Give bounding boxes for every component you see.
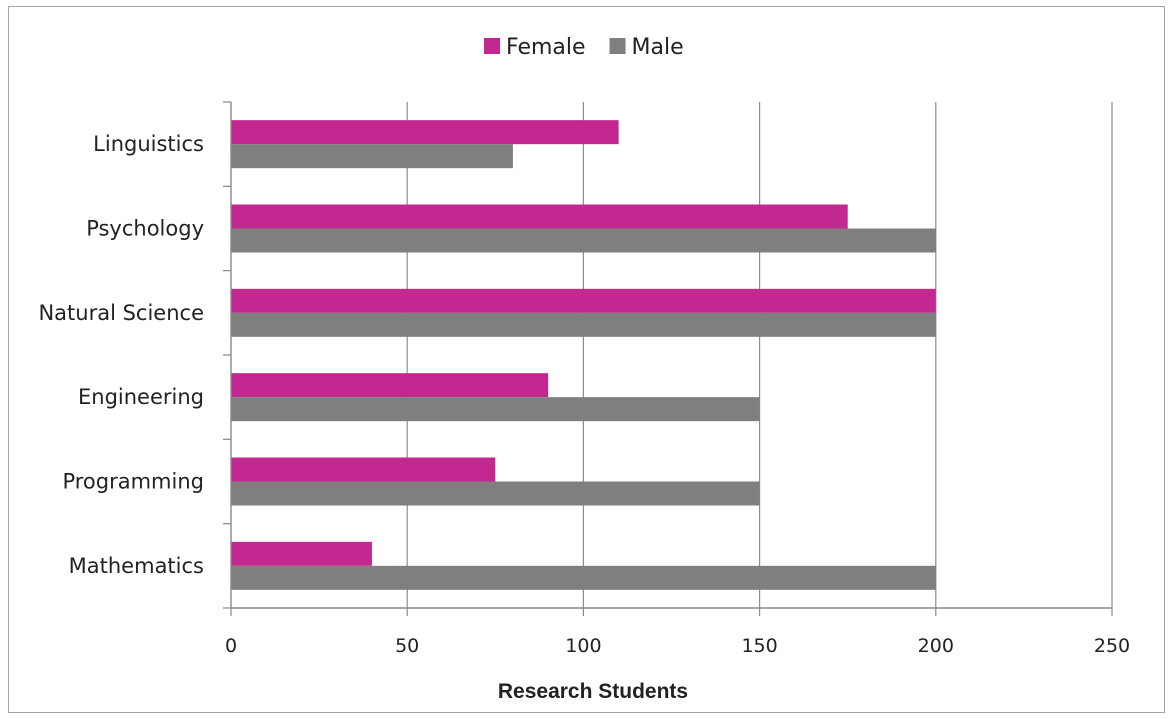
legend-swatch-female (484, 38, 500, 54)
bar-mathematics-female (231, 541, 372, 566)
x-tick-label-0: 0 (225, 635, 237, 657)
category-label-natural-science: Natural Science (38, 301, 204, 325)
category-label-engineering: Engineering (78, 385, 204, 409)
x-tick-label-150: 150 (741, 635, 777, 657)
bar-programming-male (231, 481, 760, 506)
x-tick-label-100: 100 (565, 635, 601, 657)
axes-group (223, 101, 1113, 616)
bar-psychology-female (231, 204, 848, 229)
legend-label-male: Male (632, 35, 684, 60)
labels-group: 0 50 100 150 200 250 Linguistics Psychology Natu… (38, 132, 1130, 657)
category-label-mathematics: Mathematics (69, 554, 204, 578)
x-tick-label-250: 250 (1094, 635, 1130, 657)
bar-mathematics-male (231, 565, 936, 590)
bar-engineering-male (231, 397, 760, 422)
bars-group (231, 120, 936, 590)
chart-legend: Female Male (484, 35, 684, 60)
category-label-linguistics: Linguistics (93, 132, 204, 156)
legend-label-female: Female (506, 35, 586, 60)
x-axis-title: Research Students (498, 680, 688, 703)
category-label-programming: Programming (62, 470, 204, 494)
x-tick-label-50: 50 (395, 635, 419, 657)
x-tick-label-200: 200 (918, 635, 954, 657)
bar-natural-science-female (231, 288, 936, 313)
category-label-psychology: Psychology (86, 217, 204, 241)
bar-natural-science-male (231, 312, 936, 337)
bar-engineering-female (231, 373, 549, 398)
bar-linguistics-male (231, 144, 513, 169)
bar-psychology-male (231, 228, 936, 253)
vertical-gridlines (406, 102, 1113, 608)
bar-programming-female (231, 457, 496, 482)
bar-linguistics-female (231, 120, 619, 145)
legend-swatch-male (609, 38, 626, 54)
